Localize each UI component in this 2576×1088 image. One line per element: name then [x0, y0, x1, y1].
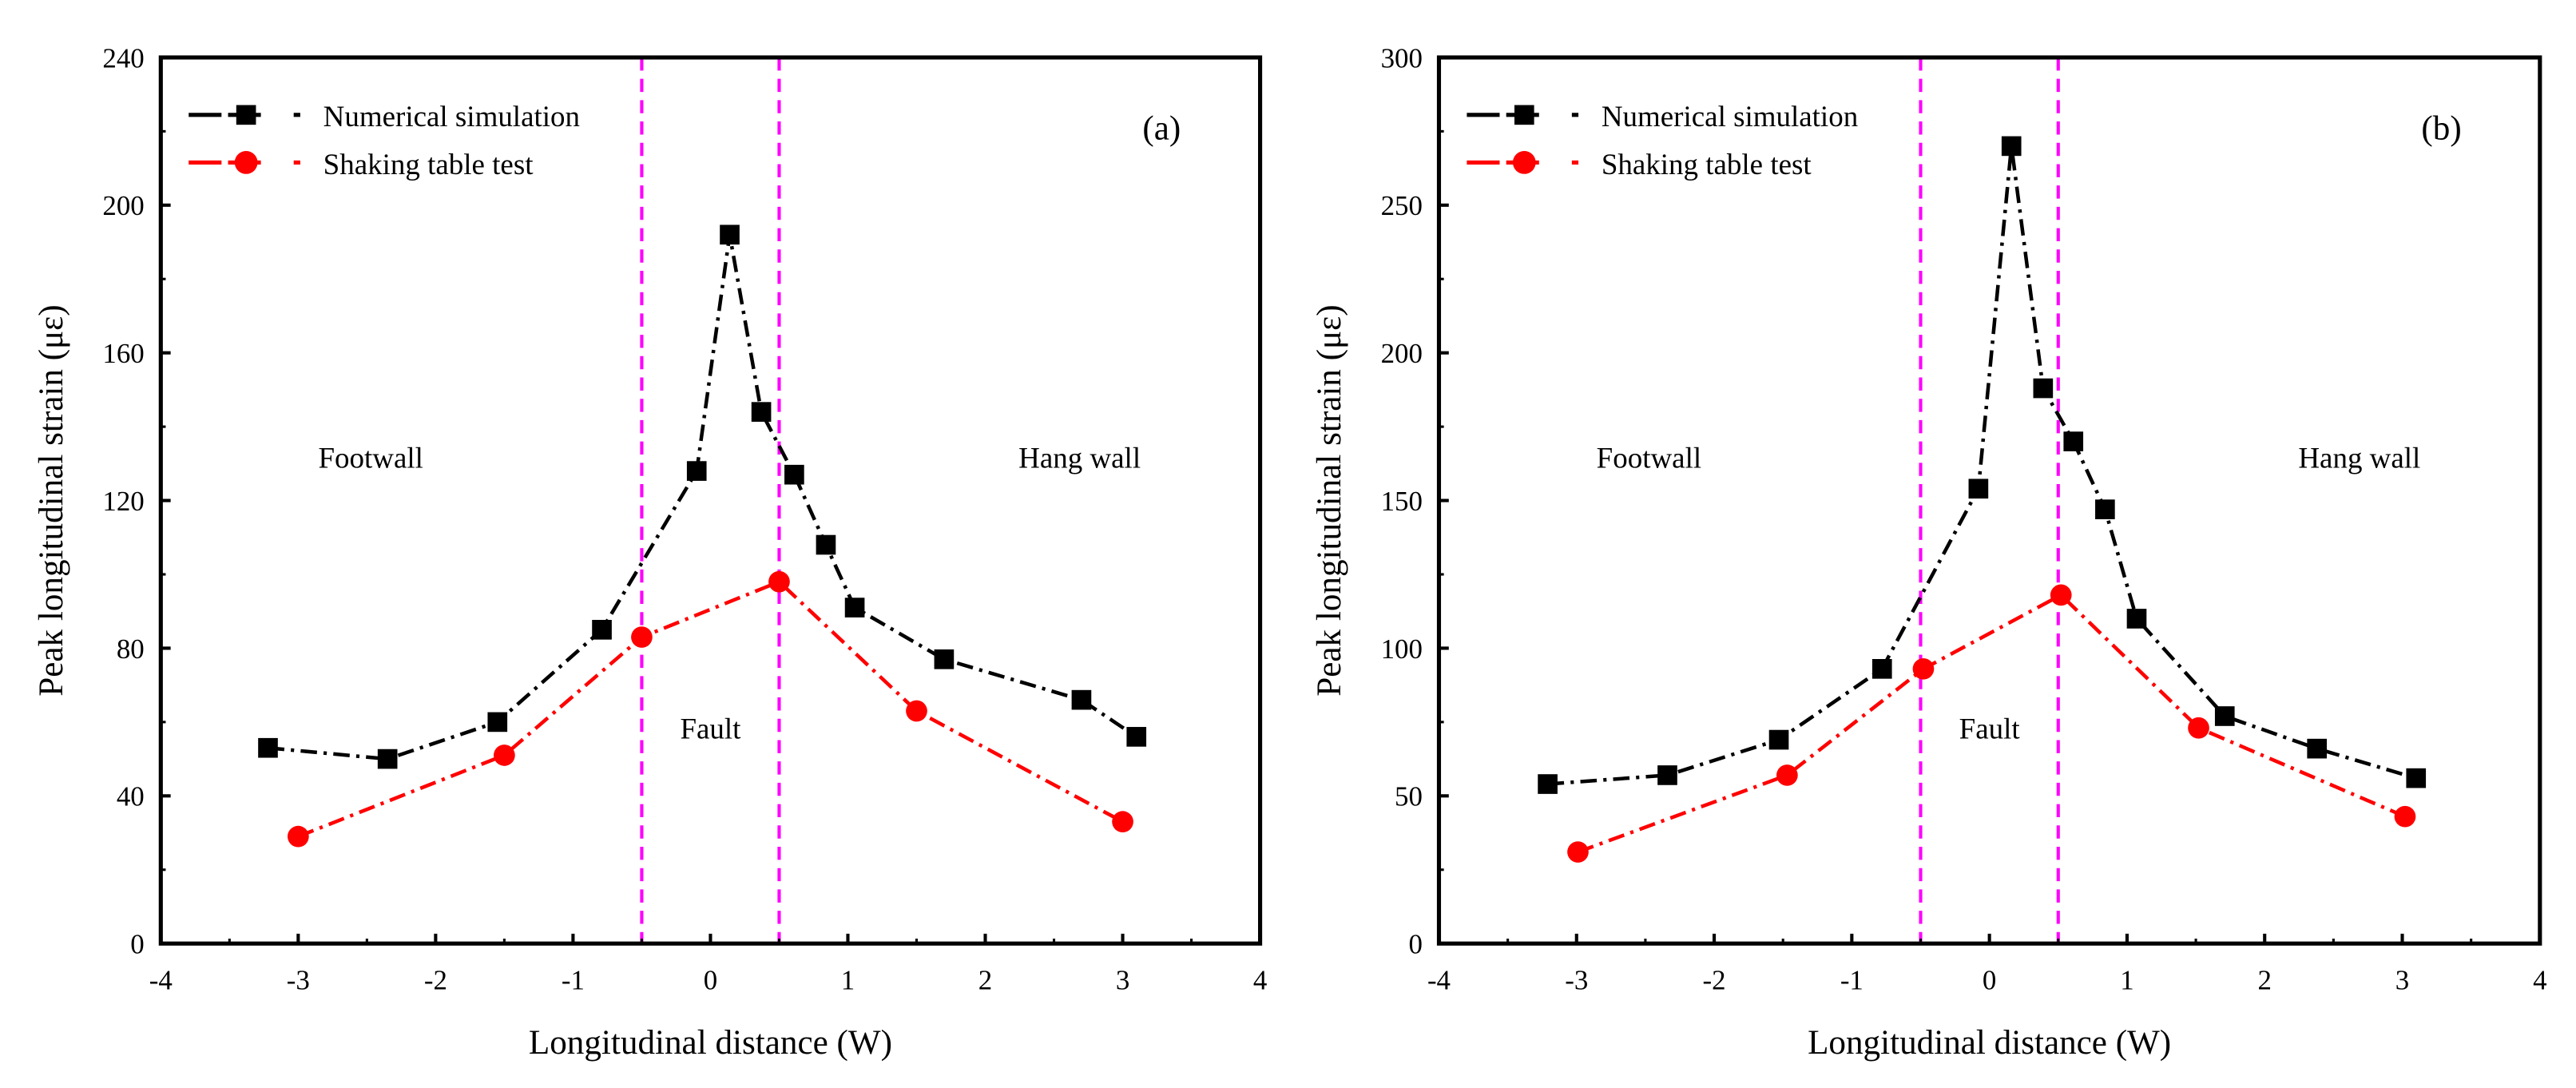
data-point-square [1871, 658, 1892, 679]
data-point-square [844, 598, 865, 617]
data-point-square [720, 224, 740, 245]
x-tick-label: -4 [1427, 965, 1451, 996]
legend-square-marker [1514, 105, 1534, 125]
y-tick-label: 40 [117, 781, 145, 812]
data-point-square [1538, 774, 1558, 794]
region-annotation: Hang wall [2298, 441, 2420, 474]
region-annotation: Footwall [1597, 441, 1701, 474]
legend-circle-marker [1512, 151, 1536, 174]
y-tick-label: 240 [102, 42, 144, 73]
y-tick-label: 100 [1381, 633, 1423, 665]
data-point-circle [1776, 764, 1798, 786]
y-tick-label: 50 [1395, 781, 1423, 812]
chart-panel-a: -4 -3 -2 -1 0 1 2 3 404080120160200240Longitudin… [33, 42, 1267, 1062]
x-tick-label: 4 [1253, 965, 1267, 996]
data-point-circle [1112, 811, 1133, 833]
legend-label: Shaking table test [323, 148, 534, 181]
data-point-circle [2050, 584, 2072, 606]
y-tick-label: 0 [1408, 929, 1422, 960]
y-tick-label: 300 [1381, 42, 1423, 73]
x-tick-label: 1 [2120, 965, 2133, 996]
x-tick-label: 0 [704, 965, 717, 996]
x-tick-label: -3 [287, 965, 310, 996]
data-point-circle [2188, 717, 2209, 739]
data-point-square [751, 402, 772, 422]
y-axis-label: Peak longitudinal strain (με) [33, 304, 70, 696]
x-axis-label: Longitudinal distance (W) [1808, 1024, 2171, 1062]
data-point-square [258, 737, 278, 758]
x-tick-label: -1 [562, 965, 585, 996]
panel-label: (b) [2421, 110, 2461, 148]
data-point-circle [1912, 657, 1935, 680]
data-point-square [2001, 136, 2022, 157]
region-annotation: Fault [680, 712, 741, 745]
x-tick-label: 4 [2533, 965, 2546, 996]
y-axis-label: Peak longitudinal strain (με) [1311, 304, 1348, 696]
legend-circle-marker [234, 151, 258, 174]
data-point-square [934, 649, 955, 669]
y-tick-label: 200 [1381, 338, 1423, 369]
data-point-circle [494, 745, 515, 766]
data-point-circle [287, 825, 309, 848]
data-point-circle [768, 570, 790, 593]
chart-panel-b: -4 -3 -2 -1 0 1 2 3 4 0 50 100 150 200 250 300 Longitudi… [1311, 42, 2546, 1062]
x-tick-label: 1 [841, 965, 855, 996]
data-point-square [2095, 499, 2115, 519]
x-tick-label: 2 [978, 965, 992, 996]
series-line-shaking [1577, 593, 2406, 854]
x-tick-label: 3 [1116, 965, 1129, 996]
legend-label: Shaking table test [1602, 148, 1812, 181]
data-point-square [377, 748, 398, 769]
data-point-square [1768, 729, 1789, 750]
region-annotation: Fault [1959, 712, 2021, 745]
x-axis-label: Longitudinal distance (W) [529, 1024, 892, 1062]
data-point-square [816, 534, 836, 555]
data-point-square [2307, 738, 2328, 759]
y-tick-label: 80 [117, 633, 145, 665]
data-point-circle [631, 626, 653, 648]
y-tick-label: 160 [102, 338, 144, 369]
data-point-square [2126, 609, 2147, 629]
plot-frame [1436, 55, 2542, 946]
x-tick-label: -3 [1565, 965, 1588, 996]
series-line-numerical [268, 234, 1138, 761]
x-tick-label: -4 [149, 965, 173, 996]
y-tick-label: 120 [102, 486, 144, 517]
series-line-shaking [297, 579, 1124, 839]
panel-label: (a) [1142, 110, 1181, 148]
data-point-square [1126, 727, 1147, 747]
y-tick-label: 250 [1381, 190, 1423, 221]
data-point-square [1071, 689, 1092, 710]
x-tick-label: 0 [1983, 965, 1996, 996]
x-tick-label: -1 [1840, 965, 1864, 996]
data-point-circle [906, 700, 927, 722]
plot-frame [158, 55, 1263, 946]
y-tick-label: 150 [1381, 486, 1423, 517]
legend-label: Numerical simulation [1602, 100, 1858, 133]
data-point-square [1657, 765, 1677, 785]
data-point-circle [1567, 841, 1589, 863]
data-point-square [592, 620, 612, 640]
region-annotation: Footwall [319, 441, 423, 474]
region-annotation: Hang wall [1018, 441, 1141, 474]
x-tick-label: -2 [424, 965, 447, 996]
x-tick-label: 2 [2258, 965, 2272, 996]
data-point-square [2033, 378, 2054, 399]
y-tick-label: 200 [102, 190, 144, 221]
legend-square-marker [236, 105, 256, 125]
data-point-square [784, 464, 804, 485]
data-point-square [1968, 478, 1989, 499]
data-point-square [487, 712, 508, 733]
data-point-square [686, 461, 707, 481]
data-point-square [2063, 431, 2084, 451]
x-tick-label: 3 [2395, 965, 2409, 996]
y-tick-label: 0 [130, 929, 144, 960]
x-tick-label: -2 [1703, 965, 1726, 996]
data-point-square [2406, 768, 2427, 788]
legend-label: Numerical simulation [323, 100, 580, 133]
data-point-square [2214, 706, 2235, 726]
data-point-circle [2394, 805, 2416, 828]
